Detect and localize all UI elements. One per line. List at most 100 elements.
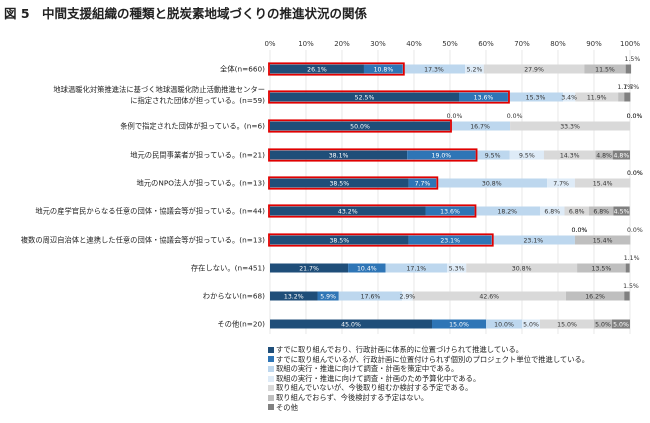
legend-label: すでに取り組んでいるが、行政計画に位置付けられず個別のプロジェクト単位で推進して… [276, 354, 590, 364]
category-label: 地元の産学官民からなる任意の団体・協議会等が担っている。(n=44) [35, 207, 265, 216]
value-label: 13.5% [592, 266, 612, 273]
bar-segment [563, 92, 576, 102]
x-tick-label: 60% [478, 40, 494, 48]
value-label: 15.4% [593, 181, 613, 188]
value-label: 27.9% [524, 67, 544, 74]
x-axis-ticks: 0% 10% 20% 30% 40% 50% 60% 70% 80% 90% 100% [264, 40, 640, 48]
bar-segment [270, 178, 409, 188]
value-label: 0.0% [627, 170, 643, 177]
value-label: 7.7% [415, 181, 431, 188]
bar-segment [270, 263, 349, 273]
x-tick-label: 90% [586, 40, 602, 48]
value-label: 10.4% [357, 266, 377, 273]
value-label: 14.3% [560, 153, 580, 160]
value-label: 42.6% [479, 294, 499, 301]
category-labels: 全体(n=660) 地球温暖化対策推進法に基づく地球温暖化防止活動推進センターに指… [21, 65, 265, 329]
category-label: 複数の周辺自治体と連携した任意の団体・協議会等が担っている。(n=13) [21, 236, 265, 245]
highlight-box [268, 62, 405, 76]
category-label: わからない(n=68) [203, 292, 265, 301]
legend-swatch [268, 365, 274, 372]
bar-segment [270, 206, 426, 216]
value-label: 21.7% [299, 266, 319, 273]
value-label: 4.8% [613, 153, 629, 160]
legend-label: 取組の実行・推進に向けて調査・計画のため予算化中である。 [276, 373, 481, 383]
bar-segment [613, 206, 630, 216]
bar-segment [459, 92, 508, 102]
bar-segment [486, 319, 522, 329]
bar-segment [408, 178, 437, 188]
x-tick-label: 50% [442, 40, 458, 48]
value-label: 16.2% [585, 294, 605, 301]
value-label: 10.0% [494, 322, 514, 329]
legend-label: 取り組んでおらず、今後検討する予定はない。 [276, 392, 429, 402]
value-label: 10.8% [374, 67, 394, 74]
highlight-box [268, 176, 439, 190]
bar-segment [547, 178, 575, 188]
bar-segment [624, 92, 631, 102]
value-label: 2.9% [399, 294, 415, 301]
chart-title: 図 5 中間支援組織の種類と脱炭素地域づくりの推進状況の関係 [4, 6, 368, 21]
value-label: 0.0% [627, 113, 643, 120]
bar-segment [574, 235, 631, 245]
legend-item: 取組の実行・推進に向けて調査・計画を策定中である。 [268, 364, 589, 374]
value-label: 16.7% [470, 124, 490, 131]
bar-segment [625, 64, 632, 74]
category-label: 地元のNPO法人が担っている。(n=13) [136, 179, 265, 188]
category-label: 存在しない。(n=451) [191, 264, 265, 273]
value-label: 43.2% [338, 209, 358, 216]
bar-segment [577, 263, 626, 273]
x-tick-label: 40% [406, 40, 422, 48]
bar-segment [402, 291, 413, 301]
bar-segment [618, 92, 625, 102]
bar-segment [543, 150, 596, 160]
bar-segment [408, 235, 492, 245]
legend-label: 取組の実行・推進に向けて調査・計画を策定中である。 [276, 364, 459, 374]
x-tick-label: 30% [370, 40, 386, 48]
value-label: 15.0% [557, 322, 577, 329]
value-label: 38.5% [329, 181, 349, 188]
value-label: 18.2% [497, 209, 517, 216]
bar-segment [270, 150, 408, 160]
bar-segment [574, 178, 631, 188]
legend-label: その他 [276, 402, 298, 412]
category-label: 地球温暖化対策推進法に基づく地球温暖化防止活動推進センターに指定された団体が担っ… [53, 85, 265, 105]
value-label: 17.1% [407, 266, 427, 273]
bar-segment [270, 291, 318, 301]
bar-segment [385, 263, 448, 273]
value-label: 9.5% [519, 153, 535, 160]
value-label: 0.0% [572, 227, 588, 234]
legend-item: 取組の実行・推進に向けて調査・計画のため予算化中である。 [268, 374, 589, 384]
bar-segment [625, 263, 630, 273]
value-label: 6.8% [593, 209, 609, 216]
bar-segment [475, 150, 510, 160]
highlight-box [268, 148, 478, 162]
legend-swatch [268, 375, 274, 382]
value-label: 45.0% [341, 322, 361, 329]
x-tick-label: 0% [264, 40, 275, 48]
value-label: 38.1% [329, 153, 349, 160]
x-tick-label: 80% [550, 40, 566, 48]
value-label: 0.0% [572, 227, 588, 234]
value-label: 30.8% [482, 181, 502, 188]
value-label: 11.5% [595, 67, 615, 74]
bar-segment [612, 150, 630, 160]
value-label: 15.3% [526, 95, 546, 102]
value-label: 23.1% [440, 238, 460, 245]
stacked-bar-chart: 0% 10% 20% 30% 40% 50% 60% 70% 80% 90% 100% 全体(n=6… [21, 40, 643, 334]
value-label: 0.0% [627, 227, 643, 234]
value-label: 5.2% [467, 67, 483, 74]
value-label: 0.0% [627, 170, 643, 177]
x-tick-label: 10% [298, 40, 314, 48]
value-label: 26.1% [307, 67, 327, 74]
x-tick-label: 100% [620, 40, 640, 48]
bar-segment [522, 319, 540, 329]
legend-swatch [268, 356, 274, 363]
value-label: 0.0% [507, 113, 523, 120]
bar-segment [507, 92, 564, 102]
legend-item: 取り組んでおらず、今後検討する予定はない。 [268, 393, 589, 403]
bar-segment [624, 291, 630, 301]
category-label: 条例で指定された団体が担っている。(n=6) [120, 122, 265, 131]
bar-segment [270, 121, 450, 131]
bar-segment [595, 150, 613, 160]
bar-segment [474, 206, 540, 216]
